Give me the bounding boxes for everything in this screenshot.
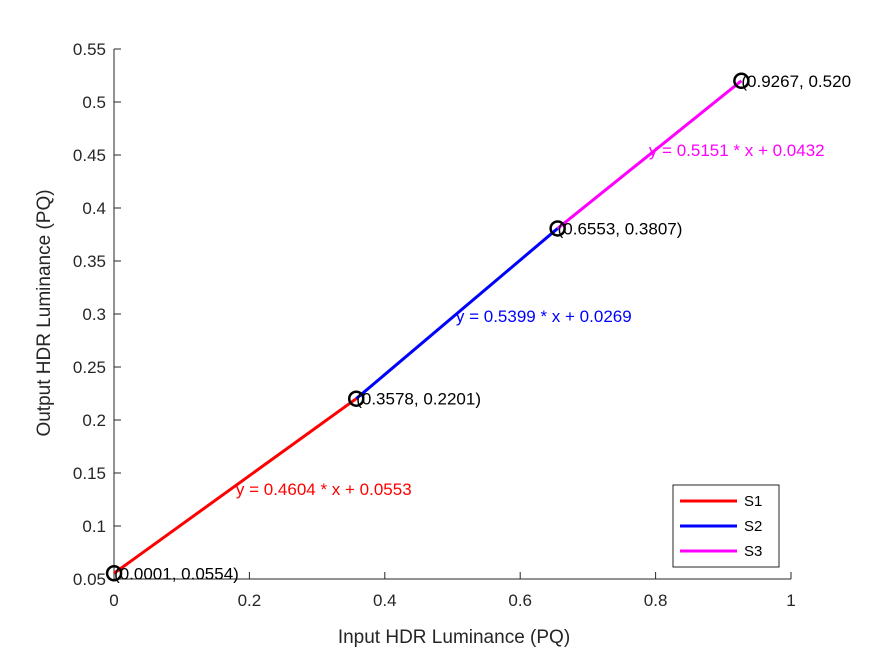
legend-label-s3: S3 bbox=[744, 543, 762, 560]
series-lines bbox=[113, 79, 743, 575]
data-point-label: (0.9267, 0.520 bbox=[741, 72, 851, 91]
y-tick-label: 0.2 bbox=[82, 411, 106, 430]
y-tick-label: 0.25 bbox=[73, 358, 106, 377]
legend-label-s2: S2 bbox=[744, 518, 762, 535]
x-tick-label: 0 bbox=[109, 591, 118, 610]
legend: S1 S2 S3 bbox=[672, 484, 780, 568]
y-tick-label: 0.4 bbox=[82, 199, 106, 218]
x-axis-label: Input HDR Luminance (PQ) bbox=[338, 627, 570, 648]
data-point-label: (0.3578, 0.2201) bbox=[356, 390, 481, 409]
y-tick-label: 0.5 bbox=[82, 93, 106, 112]
axes: 0 0.2 0.4 0.6 0.8 1 0.05 0.1 0.15 0.2 0.25 0.3 0.35 0… bbox=[73, 40, 796, 610]
equation-label-s3: y = 0.5151 * x + 0.0432 bbox=[649, 141, 825, 160]
data-points bbox=[105, 72, 750, 582]
x-tick-label: 0.8 bbox=[644, 591, 668, 610]
y-tick-label: 0.3 bbox=[82, 305, 106, 324]
series-line-s3 bbox=[556, 79, 743, 230]
equation-label-s1: y = 0.4604 * x + 0.0553 bbox=[236, 480, 412, 499]
y-tick-label: 0.05 bbox=[73, 570, 106, 589]
y-tick-label: 0.15 bbox=[73, 464, 106, 483]
x-tick-label: 0.4 bbox=[373, 591, 397, 610]
data-point-label: (0.6553, 0.3807) bbox=[558, 219, 683, 238]
x-tick-label: 0.6 bbox=[508, 591, 532, 610]
series-line-s2 bbox=[355, 227, 559, 400]
y-tick-label: 0.1 bbox=[82, 517, 106, 536]
x-tick-label: 0.2 bbox=[238, 591, 262, 610]
series-line-s1 bbox=[113, 397, 358, 575]
data-point-marker bbox=[105, 565, 123, 582]
y-tick-label: 0.55 bbox=[73, 40, 106, 59]
y-axis-label: Output HDR Luminance (PQ) bbox=[34, 189, 55, 436]
data-point-marker bbox=[347, 390, 365, 407]
annotations: (0.0001, 0.0554) (0.3578, 0.2201) (0.6553,… bbox=[114, 72, 851, 583]
data-point-label: (0.0001, 0.0554) bbox=[114, 564, 239, 583]
y-tick-label: 0.35 bbox=[73, 252, 106, 271]
equation-label-s2: y = 0.5399 * x + 0.0269 bbox=[456, 307, 632, 326]
x-tick-label: 1 bbox=[786, 591, 795, 610]
legend-label-s1: S1 bbox=[744, 493, 762, 510]
data-point-marker bbox=[733, 72, 750, 90]
y-tick-label: 0.45 bbox=[73, 146, 106, 165]
data-point-marker bbox=[549, 220, 566, 237]
